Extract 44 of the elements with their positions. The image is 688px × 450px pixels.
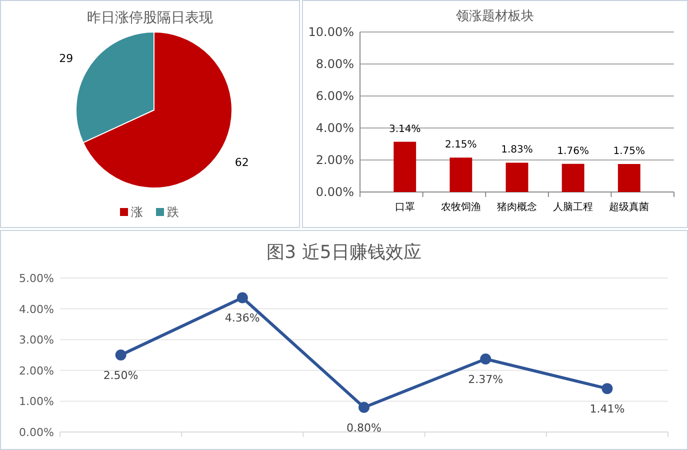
y-tick-label: 5.00% bbox=[19, 272, 54, 285]
point bbox=[602, 383, 613, 394]
text: 3.14% bbox=[388, 124, 421, 135]
y-tick-label: 6.00% bbox=[316, 89, 354, 103]
data-label: 62 bbox=[234, 156, 249, 169]
text: 2.50% bbox=[103, 369, 138, 382]
y-tick-label: 0.00% bbox=[316, 185, 354, 199]
x-tick-label: 人脑工程 bbox=[553, 201, 594, 213]
y-tick-label: 10.00% bbox=[308, 25, 354, 39]
text: 2.15% bbox=[445, 140, 477, 151]
point bbox=[358, 402, 370, 413]
x-tick-label: 农牧饲渔 bbox=[440, 201, 481, 213]
chart-title: 图3 近5日赚钱效应 bbox=[266, 242, 422, 263]
y-tick-label: 3.00% bbox=[19, 334, 54, 347]
y-tick-label: 0.00% bbox=[19, 426, 54, 439]
y-tick-label: 1.00% bbox=[19, 395, 54, 408]
data-label: 29 bbox=[59, 52, 74, 66]
y-tick-label: 8.00% bbox=[316, 57, 354, 71]
legend-label: 涨 bbox=[131, 205, 143, 219]
x-tick-label: 超级真菌 bbox=[609, 201, 650, 213]
bar bbox=[506, 162, 528, 192]
text: 1.76% bbox=[557, 146, 589, 157]
y-tick-label: 4.00% bbox=[316, 121, 354, 135]
y-tick-label: 4.00% bbox=[19, 302, 54, 316]
point bbox=[236, 292, 248, 304]
chart-title: 昨日涨停股隔日表现 bbox=[87, 10, 213, 26]
legend-label: 跌 bbox=[167, 205, 179, 219]
y-tick-label: 2.00% bbox=[316, 153, 354, 167]
chart-title: 领涨题材板块 bbox=[456, 9, 534, 24]
text: 0.80% bbox=[346, 421, 382, 434]
text: 4.36% bbox=[224, 312, 260, 325]
bar bbox=[394, 142, 416, 192]
text: 2.37% bbox=[468, 373, 504, 386]
bar bbox=[562, 164, 584, 192]
text: 1.41% bbox=[590, 402, 625, 416]
bar bbox=[450, 158, 472, 192]
x-tick-label: 猪肉概念 bbox=[497, 201, 537, 213]
text: 1.75% bbox=[613, 146, 646, 157]
x-tick-label: 口罩 bbox=[394, 201, 415, 213]
text: 1.83% bbox=[501, 144, 533, 156]
point bbox=[115, 350, 126, 360]
point bbox=[480, 354, 492, 365]
bar bbox=[618, 164, 640, 192]
y-tick-label: 2.00% bbox=[19, 364, 54, 378]
